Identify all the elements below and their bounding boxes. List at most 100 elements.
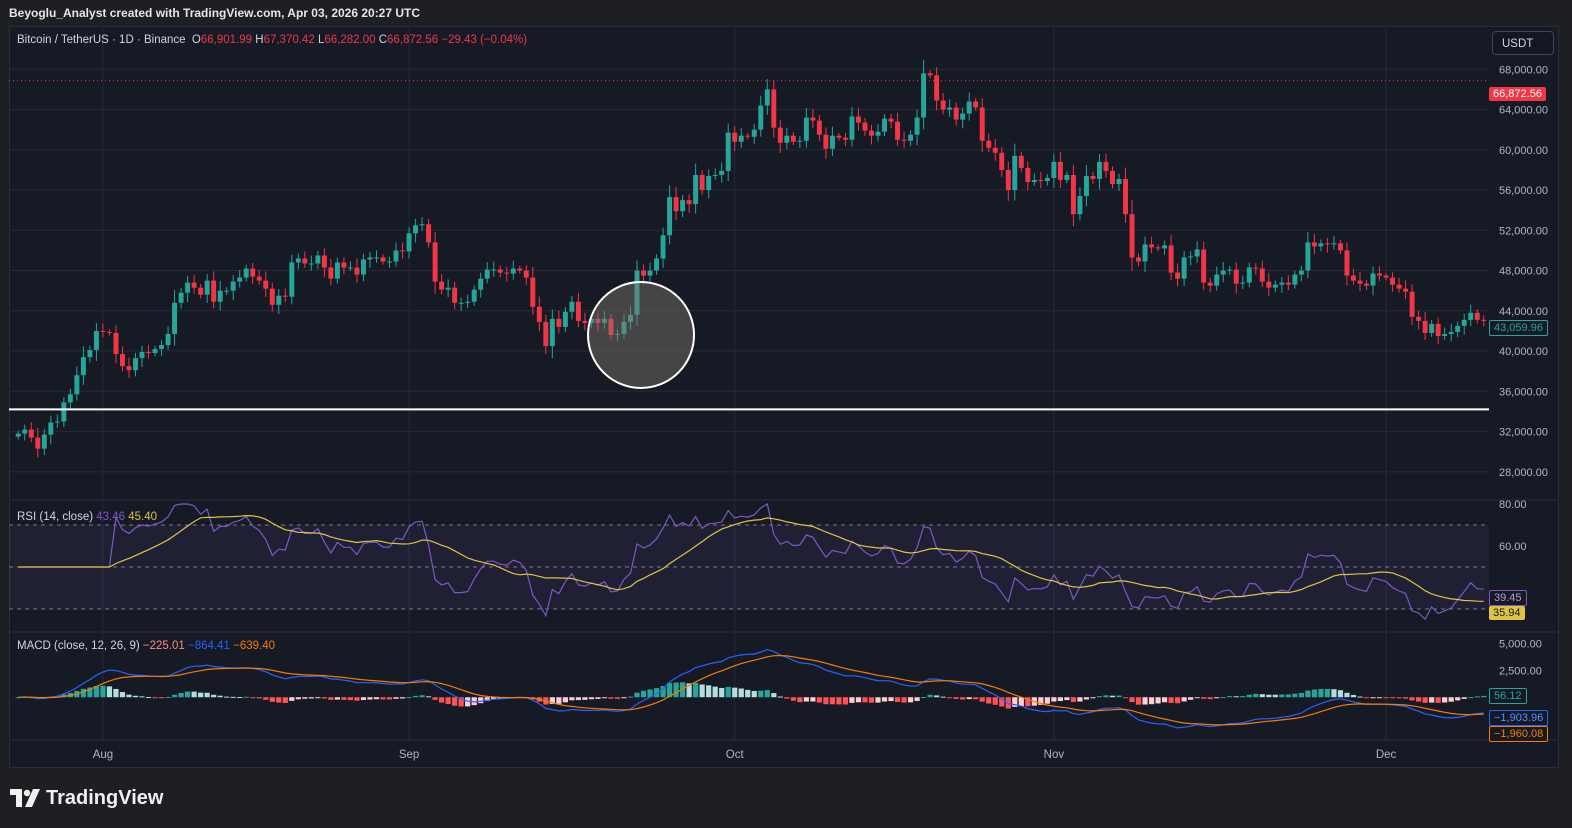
macd-histogram-bar <box>1155 697 1161 704</box>
chart-canvas[interactable]: 28,000.00 32,000.00 36,000.00 40,000.00 44,0… <box>9 26 1559 768</box>
macd-histogram-bar <box>745 689 751 698</box>
candle-body <box>315 255 321 264</box>
macd-histogram-bar <box>158 697 165 699</box>
candle-body <box>777 127 783 143</box>
macd-tick-label: 2,500.00 <box>1499 665 1542 677</box>
macd-histogram-bar <box>680 682 686 698</box>
macd-histogram-bar <box>562 697 568 703</box>
candle-body <box>1259 268 1265 282</box>
low-label: L <box>317 34 325 46</box>
macd-histogram-bar <box>87 687 93 698</box>
candle-body <box>1305 242 1311 271</box>
macd-histogram-bar <box>758 690 764 698</box>
macd-histogram-bar <box>575 697 582 701</box>
candle-body <box>1018 155 1024 168</box>
macd-histogram-bar <box>425 696 432 698</box>
candle-body <box>921 73 927 118</box>
macd-histogram-bar <box>1285 694 1291 698</box>
candle-body <box>1168 245 1174 273</box>
candle-body <box>504 272 510 274</box>
rsi-ma-value: 45.40 <box>128 511 158 523</box>
macd-histogram-bar <box>1279 694 1285 698</box>
rsi-lines <box>18 503 1484 621</box>
candle-body <box>823 134 829 149</box>
macd-histogram-bar <box>178 692 184 698</box>
candle-body <box>1149 244 1155 248</box>
candle-body <box>360 259 366 275</box>
candle-body <box>1012 155 1018 191</box>
candle-body <box>842 137 848 140</box>
candle-body <box>289 262 295 297</box>
candle-body <box>1240 282 1246 284</box>
macd-histogram-bar <box>93 685 100 698</box>
macd-histogram-bar <box>803 697 809 702</box>
macd-histogram-bar <box>836 697 842 705</box>
candle-body <box>1416 316 1422 321</box>
candle-body <box>1136 257 1142 262</box>
macd-histogram-bar <box>1266 694 1272 698</box>
candle-body <box>530 277 536 307</box>
macd-histogram-bar <box>321 697 327 699</box>
candle-body <box>295 258 301 263</box>
macd-histogram-bar <box>1337 690 1344 698</box>
signal-line <box>18 654 1484 726</box>
candle-body <box>1311 242 1317 247</box>
macd-histogram-bar <box>1051 697 1057 702</box>
candle-body <box>667 197 673 236</box>
candle-body <box>1214 274 1220 286</box>
candle-body <box>224 290 230 292</box>
macd-histogram-bar <box>1383 697 1389 699</box>
candle-body <box>113 332 119 355</box>
macd-histogram-bar <box>1246 694 1252 698</box>
candle-body <box>243 268 249 278</box>
candle-body <box>211 280 217 302</box>
candle-body <box>953 107 959 120</box>
macd-series <box>15 648 1487 729</box>
macd-histogram-bar <box>1435 697 1441 703</box>
candle-body <box>1364 283 1369 286</box>
macd-value: −864.41 <box>188 640 230 652</box>
candle-body <box>947 107 953 110</box>
candle-body <box>1285 282 1291 285</box>
macd-histogram-bar <box>927 694 933 698</box>
macd-histogram-bar <box>1096 696 1103 698</box>
rsi-legend: RSI (14, close) 43.46 45.40 <box>17 511 157 523</box>
candle-body <box>582 320 588 323</box>
candle-body <box>628 314 633 322</box>
macd-histogram-bar <box>1409 697 1415 701</box>
candle-body <box>1318 243 1324 247</box>
currency-button[interactable]: USDT <box>1492 31 1554 55</box>
high-value: 67,370.42 <box>263 34 315 46</box>
candle-body <box>745 135 751 137</box>
macd-histogram-bar <box>725 686 731 698</box>
candle-body <box>641 270 647 276</box>
candle-body <box>1448 331 1454 334</box>
macd-histogram-bar <box>1376 697 1383 699</box>
candle-body <box>126 366 132 371</box>
macd-histogram-bar <box>1389 697 1396 699</box>
candle-body <box>341 262 347 268</box>
macd-histogram-bar <box>810 697 816 702</box>
macd-histogram-bar <box>152 697 158 699</box>
last-price-tag: 66,872.56 <box>1489 87 1546 101</box>
macd-histogram-bar <box>1292 693 1298 698</box>
candle-body <box>1038 179 1044 181</box>
time-tick-label: Aug <box>93 749 113 761</box>
macd-histogram-bar <box>816 697 822 703</box>
candle-body <box>387 261 392 263</box>
macd-histogram-bar <box>1161 697 1168 703</box>
candle-body <box>133 358 138 371</box>
price-axis: 28,000.00 32,000.00 36,000.00 40,000.00 44,0… <box>93 64 1548 761</box>
rsi-value: 43.46 <box>96 511 126 523</box>
macd-histogram-bar <box>399 697 406 699</box>
candle-body <box>80 357 86 376</box>
macd-name: MACD (close, 12, 26, 9) <box>17 640 140 652</box>
candle-body <box>719 170 725 175</box>
candle-body <box>1181 257 1187 279</box>
candle-body <box>1474 312 1480 320</box>
macd-histogram-bar <box>888 697 894 702</box>
macd-histogram-bar <box>491 697 497 700</box>
price-tick-label: 52,000.00 <box>1499 225 1548 237</box>
macd-histogram-bar <box>849 697 855 703</box>
macd-histogram-bar <box>373 697 380 700</box>
